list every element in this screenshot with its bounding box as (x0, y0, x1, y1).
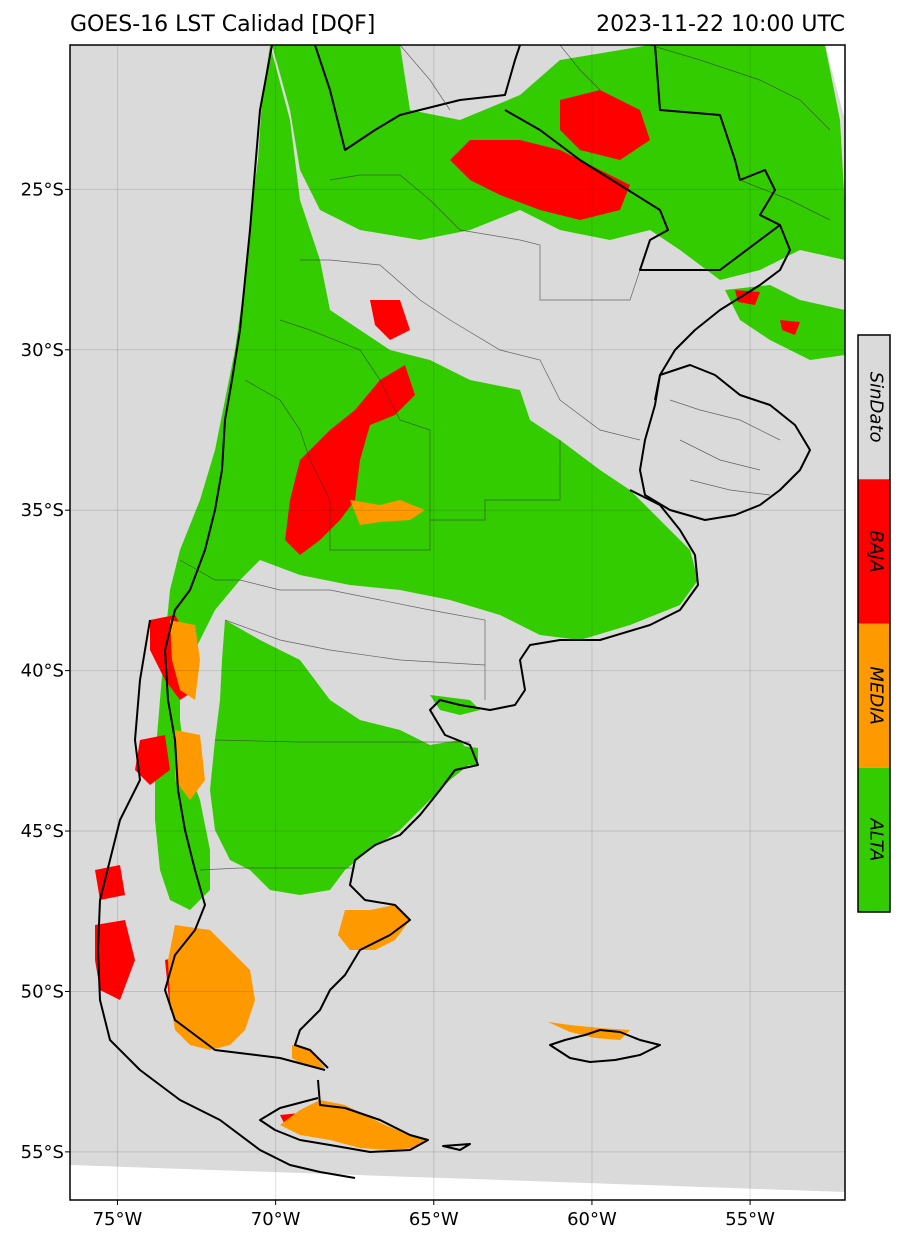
media-region-patagonia-south (168, 925, 255, 1050)
colorbar-swatch-alta (858, 767, 890, 912)
colorbar-swatch-sindato (858, 335, 890, 480)
malvinas-outline (549, 1029, 661, 1063)
baja-region-cuyo (285, 365, 415, 555)
argentina-chile-border (164, 45, 326, 1071)
quality-colorbar: SinDato BAJA MEDIA ALTA (857, 334, 891, 913)
map-gridlines (70, 45, 845, 1200)
tick-label-lon: 75°W (93, 1209, 143, 1230)
tick-label-lat: 40°S (21, 661, 64, 682)
tick-label-lat: 50°S (21, 981, 64, 1002)
province-borders (179, 45, 831, 871)
map-layers (70, 45, 845, 1200)
tick-label-lat: 30°S (21, 340, 64, 361)
baja-region-misc (370, 290, 800, 340)
media-region-malvinas (548, 1022, 630, 1040)
media-region-andes (170, 620, 205, 800)
tick-label-lat: 35°S (21, 500, 64, 521)
colorbar-swatch-media (858, 623, 890, 768)
media-region-strait (292, 1045, 325, 1068)
colorbar-label-media: MEDIA (866, 666, 887, 724)
colorbar-frame (857, 334, 891, 913)
baja-region-north (450, 140, 630, 220)
paraguay-bolivia-border (314, 45, 521, 151)
media-region-santa-cruz (338, 905, 410, 950)
map-timestamp: 2023-11-22 10:00 UTC (596, 12, 845, 37)
isla-estados-outline (442, 1143, 471, 1151)
alta-region-coast-patches (430, 695, 480, 765)
quality-media-layer (168, 500, 630, 1150)
media-region-tierra-del-fuego (280, 1100, 428, 1150)
tick-label-lon: 65°W (409, 1209, 459, 1230)
tick-label-lon: 70°W (251, 1209, 301, 1230)
outside-scan-region (70, 1165, 845, 1200)
colorbar-swatch-baja (858, 479, 890, 624)
map-title: GOES-16 LST Calidad [DQF] (70, 12, 376, 37)
alta-region-andes (155, 45, 698, 910)
tick-label-lat: 25°S (21, 179, 64, 200)
tick-label-lat: 45°S (21, 821, 64, 842)
tick-label-lon: 55°W (725, 1209, 775, 1230)
baja-region-north-2 (560, 90, 650, 160)
map-borders (97, 45, 811, 1179)
argentina-east-coast (294, 489, 699, 1069)
media-region-cuyo (350, 500, 425, 525)
tick-label-lon: 60°W (567, 1209, 617, 1230)
tierra-del-fuego-outline (259, 1079, 429, 1153)
uruguay-outline (639, 364, 811, 521)
axis-ticks: 75°W 70°W 65°W 60°W 55°W 25°S 30°S 35°S 40°S 45°S… (21, 179, 775, 1230)
map-frame (69, 44, 846, 1201)
colorbar-label-alta: ALTA (866, 817, 887, 861)
chile-coast-fjords (97, 619, 356, 1179)
paraguay-border (504, 109, 791, 401)
tick-label-lat: 55°S (21, 1142, 64, 1163)
outside-scan-region (825, 45, 845, 120)
colorbar-label-baja: BAJA (866, 530, 887, 572)
colorbar-label-sindato: SinDato (866, 372, 887, 443)
alta-region-patagonia (210, 620, 475, 895)
